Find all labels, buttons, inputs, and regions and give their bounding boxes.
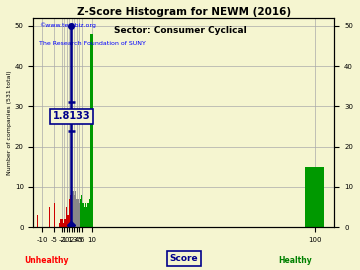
Bar bbox=[71, 195, 72, 227]
Bar bbox=[87, 203, 89, 227]
Bar bbox=[61, 219, 63, 227]
Bar bbox=[90, 34, 94, 227]
Bar bbox=[74, 195, 75, 227]
Bar bbox=[76, 199, 77, 227]
Bar bbox=[70, 195, 71, 227]
Bar bbox=[59, 223, 60, 227]
Bar bbox=[54, 203, 55, 227]
Text: Unhealthy: Unhealthy bbox=[24, 256, 69, 265]
Bar bbox=[90, 207, 91, 227]
Y-axis label: Number of companies (531 total): Number of companies (531 total) bbox=[7, 70, 12, 175]
Bar bbox=[305, 167, 324, 227]
Text: 1.8133: 1.8133 bbox=[53, 112, 90, 122]
Bar bbox=[85, 203, 86, 227]
X-axis label: Score: Score bbox=[170, 254, 198, 263]
Bar bbox=[60, 219, 61, 227]
Text: Sector: Consumer Cyclical: Sector: Consumer Cyclical bbox=[114, 26, 246, 35]
Bar bbox=[78, 203, 80, 227]
Bar bbox=[67, 215, 69, 227]
Bar bbox=[84, 207, 85, 227]
Title: Z-Score Histogram for NEWM (2016): Z-Score Histogram for NEWM (2016) bbox=[77, 7, 291, 17]
Bar bbox=[77, 199, 78, 227]
Bar bbox=[69, 199, 70, 227]
Text: ©www.textbiz.org: ©www.textbiz.org bbox=[40, 22, 96, 28]
Bar bbox=[65, 219, 66, 227]
Bar bbox=[80, 199, 81, 227]
Bar bbox=[49, 207, 50, 227]
Text: The Research Foundation of SUNY: The Research Foundation of SUNY bbox=[40, 41, 146, 46]
Bar bbox=[89, 199, 90, 227]
Bar bbox=[82, 203, 84, 227]
Bar bbox=[66, 207, 67, 227]
Bar bbox=[63, 223, 64, 227]
Bar bbox=[37, 215, 38, 227]
Text: Healthy: Healthy bbox=[278, 256, 312, 265]
Bar bbox=[72, 191, 74, 227]
Bar bbox=[81, 195, 82, 227]
Bar bbox=[64, 219, 65, 227]
Bar bbox=[86, 207, 87, 227]
Bar bbox=[75, 191, 76, 227]
